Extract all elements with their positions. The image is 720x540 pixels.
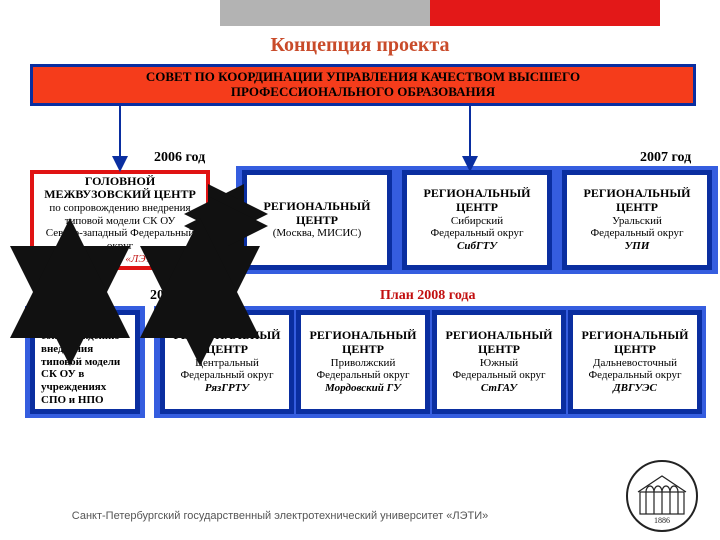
plan-2008: План 2008 года [380, 288, 476, 304]
year-2007-left: 2007 год [150, 288, 201, 304]
regional-moscow: РЕГИОНАЛЬНЫЙ ЦЕНТР (Москва, МИСИС) [242, 170, 392, 270]
header-line1: СОВЕТ ПО КООРДИНАЦИИ УПРАВЛЕНИЯ КАЧЕСТВО… [37, 70, 689, 85]
page-title: Концепция проекта [0, 34, 720, 57]
footer-text: Санкт-Петербургский государственный элек… [0, 510, 560, 522]
council-header-box: СОВЕТ ПО КООРДИНАЦИИ УПРАВЛЕНИЯ КАЧЕСТВО… [30, 64, 696, 106]
bar-gray [220, 0, 430, 26]
header-line2: ПРОФЕССИОНАЛЬНОГО ОБРАЗОВАНИЯ [37, 85, 689, 100]
main-center-box: ГОЛОВНОЙ МЕЖВУЗОВСКИЙ ЦЕНТР по сопровожд… [30, 170, 210, 270]
bar-red [430, 0, 660, 26]
regional-siberian: РЕГИОНАЛЬНЫЙ ЦЕНТР Сибирский Федеральный… [402, 170, 552, 270]
regional-ural: РЕГИОНАЛЬНЫЙ ЦЕНТР Уральский Федеральный… [562, 170, 712, 270]
university-logo: 1886 [626, 460, 698, 532]
regional-south: РЕГИОНАЛЬНЫЙ ЦЕНТР Южный Федеральный окр… [432, 310, 566, 414]
regional-central: РЕГИОНАЛЬНЫЙ ЦЕНТР Центральный Федеральн… [160, 310, 294, 414]
spo-center-box: Центр по сопровождению внедрения типовой… [30, 310, 140, 414]
year-2006: 2006 год [154, 150, 205, 166]
header-bars [220, 0, 660, 26]
svg-text:1886: 1886 [654, 516, 670, 525]
regional-privolzhsky: РЕГИОНАЛЬНЫЙ ЦЕНТР Приволжский Федеральн… [296, 310, 430, 414]
regional-far-east: РЕГИОНАЛЬНЫЙ ЦЕНТР Дальневосточный Федер… [568, 310, 702, 414]
year-2007-right: 2007 год [640, 150, 691, 166]
